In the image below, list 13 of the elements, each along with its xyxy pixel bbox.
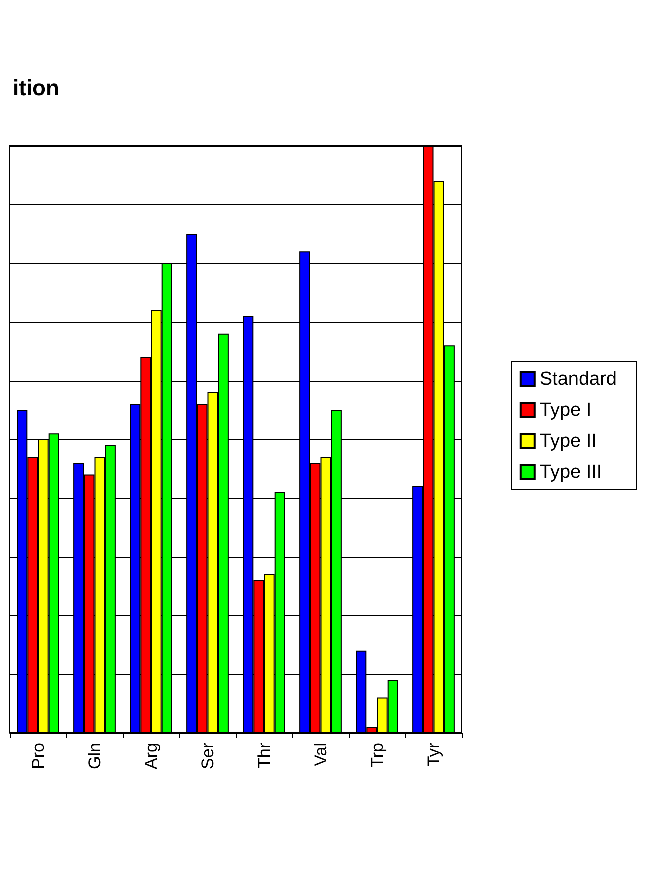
x-tick-label: Pro [28,743,48,770]
x-tick-label: Tyr [424,742,444,767]
chart-title: ition [13,76,60,100]
legend-label: Standard [540,369,618,390]
x-tick-label: Ser [198,742,218,770]
legend-label: Type II [540,431,597,452]
x-tick-label: Thr [254,742,274,768]
x-tick-label: Arg [142,743,161,770]
legend-label: Type III [540,462,602,483]
x-tick-label: Trp [368,743,387,768]
legend-label: Type I [540,400,592,421]
x-tick-label: Val [311,743,330,766]
x-tick-label: Gln [85,743,104,770]
